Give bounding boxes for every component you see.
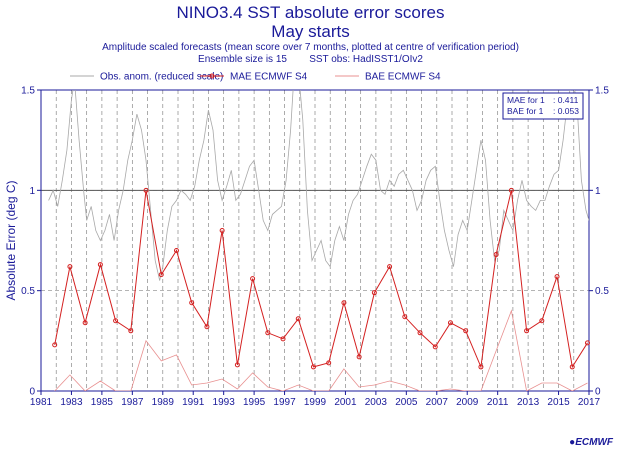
y-tick-label-right: 0.5 — [595, 286, 609, 297]
x-tick-label: 1995 — [243, 397, 266, 408]
data-point — [569, 364, 575, 370]
data-point — [356, 354, 362, 360]
data-point — [234, 362, 240, 368]
data-point — [402, 314, 408, 320]
data-point — [417, 330, 423, 336]
data-point — [143, 187, 149, 193]
data-point — [584, 340, 590, 346]
data-point — [493, 252, 499, 258]
x-tick-label: 1987 — [121, 397, 144, 408]
y-tick-label-right: 0 — [595, 387, 601, 398]
legend-label-2: BAE ECMWF S4 — [365, 72, 441, 83]
legend-marker — [209, 73, 215, 79]
data-point — [250, 276, 256, 282]
x-tick-label: 1993 — [213, 397, 236, 408]
data-point — [52, 342, 58, 348]
y-tick-label-right: 1.5 — [595, 86, 609, 97]
data-point — [67, 264, 73, 270]
legend-label-1: MAE ECMWF S4 — [230, 72, 308, 83]
chart-note-2: Ensemble size is 15 SST obs: HadISST1/OI… — [198, 54, 423, 65]
x-tick-label: 1983 — [60, 397, 83, 408]
data-point — [265, 330, 271, 336]
x-tick-label: 1991 — [182, 397, 205, 408]
data-point — [539, 318, 545, 324]
data-point — [310, 364, 316, 370]
stats-label: MAE for 1 — [507, 95, 545, 105]
ecmwf-logo: ●ECMWF — [569, 437, 613, 448]
x-tick-label: 2003 — [365, 397, 388, 408]
x-tick-label: 2001 — [334, 397, 357, 408]
series-line-2 — [54, 309, 588, 391]
y-axis-label: Absolute Error (deg C) — [4, 180, 18, 300]
x-tick-label: 2009 — [456, 397, 479, 408]
data-point — [447, 320, 453, 326]
data-point — [524, 328, 530, 334]
legend-label-0: Obs. anom. (reduced scale) — [100, 72, 223, 83]
stats-value: : 0.053 — [553, 106, 579, 116]
x-tick-label: 1985 — [91, 397, 114, 408]
data-point — [554, 274, 560, 280]
stats-box — [502, 92, 584, 120]
x-tick-label: 1981 — [30, 397, 53, 408]
logo-text: ECMWF — [575, 437, 613, 448]
x-tick-label: 2007 — [426, 397, 449, 408]
chart-title: NINO3.4 SST absolute error scores — [176, 3, 445, 22]
chart-subtitle: May starts — [271, 22, 350, 41]
x-tick-label: 2017 — [578, 397, 601, 408]
data-point — [387, 264, 393, 270]
y-tick-label: 1.5 — [21, 86, 35, 97]
y-tick-label-right: 1 — [595, 186, 601, 197]
chart-note-1: Amplitude scaled forecasts (mean score o… — [102, 42, 519, 53]
data-point — [189, 300, 195, 306]
stats-label: BAE for 1 — [507, 106, 544, 116]
stats-value: : 0.411 — [553, 95, 579, 105]
data-point — [463, 328, 469, 334]
data-point — [326, 360, 332, 366]
x-tick-label: 2011 — [487, 397, 509, 408]
data-point — [204, 324, 210, 330]
data-point — [508, 187, 514, 193]
data-point — [113, 318, 119, 324]
x-tick-label: 1989 — [152, 397, 175, 408]
series-line-0 — [48, 90, 589, 281]
y-tick-label: 0.5 — [21, 286, 35, 297]
data-point — [97, 262, 103, 268]
x-tick-label: 1997 — [273, 397, 296, 408]
data-point — [128, 328, 134, 334]
data-point — [478, 364, 484, 370]
x-tick-label: 2015 — [547, 397, 570, 408]
data-point — [280, 336, 286, 342]
globe-icon: ● — [569, 437, 576, 448]
y-tick-label: 1 — [29, 186, 35, 197]
y-tick-label: 0 — [29, 387, 35, 398]
x-tick-label: 1999 — [304, 397, 327, 408]
series-line-1 — [54, 190, 588, 369]
data-point — [82, 320, 88, 326]
data-point — [295, 316, 301, 322]
data-point — [219, 227, 225, 233]
data-point — [432, 344, 438, 350]
data-point — [341, 300, 347, 306]
x-tick-label: 2005 — [395, 397, 418, 408]
data-point — [173, 248, 179, 254]
x-tick-label: 2013 — [517, 397, 540, 408]
data-point — [158, 272, 164, 278]
data-point — [371, 290, 377, 296]
